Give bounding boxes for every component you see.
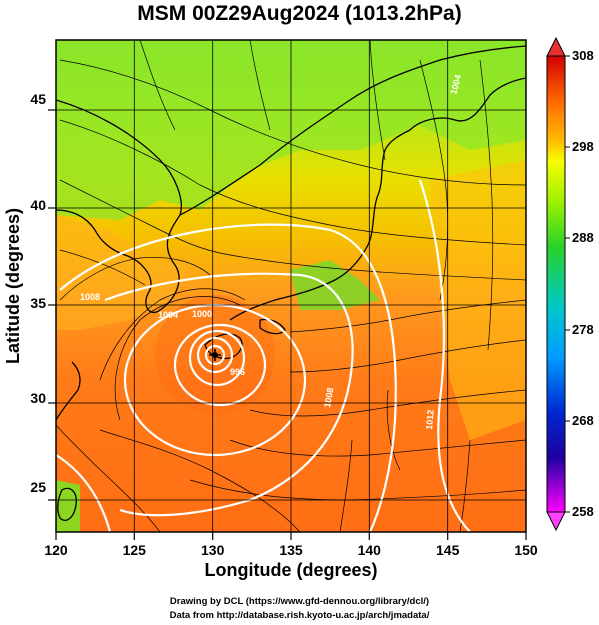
- x-tick-label: 140: [358, 542, 382, 558]
- x-tick-label: 120: [44, 542, 68, 558]
- y-tick-marks: [48, 109, 56, 501]
- x-tick-label: 130: [201, 542, 225, 558]
- x-tick-labels: 120 125 130 135 140 145 150: [44, 542, 538, 558]
- y-axis-title: Latitude (degrees): [3, 208, 23, 364]
- y-tick-label: 25: [30, 479, 46, 495]
- x-tick-marks: [55, 532, 527, 540]
- map-title: MSM 00Z29Aug2024 (1013.2hPa): [137, 2, 462, 25]
- isobar-label: 1008: [80, 292, 100, 302]
- x-tick-label: 135: [279, 542, 303, 558]
- typhoon-center-icon: [209, 349, 221, 361]
- isobar-label: 996: [230, 367, 245, 377]
- coastlines: [56, 45, 526, 521]
- colorbar-tick-label: 268: [572, 413, 594, 428]
- y-tick-label: 30: [30, 390, 46, 406]
- x-axis-title: Longitude (degrees): [204, 560, 377, 580]
- y-tick-label: 45: [30, 91, 46, 107]
- x-tick-label: 150: [514, 542, 538, 558]
- map-gridlines: [56, 40, 526, 532]
- colorbar-tick-label: 308: [572, 48, 594, 63]
- colorbar-tick-label: 278: [572, 322, 594, 337]
- colorbar-min-triangle-icon: [546, 511, 566, 532]
- streamlines: [56, 40, 526, 532]
- isobar-label: 1004: [158, 310, 178, 320]
- x-tick-label: 125: [123, 542, 147, 558]
- colorbar-tick-label: 258: [572, 504, 594, 519]
- colorbar-max-triangle-icon: [546, 36, 566, 57]
- x-tick-label: 145: [436, 542, 460, 558]
- isobar-label: 1000: [192, 309, 212, 319]
- colorbar-tick-label: 298: [572, 139, 594, 154]
- isobars: [56, 179, 471, 532]
- credit-line-drawing: Drawing by DCL (https://www.gfd-dennou.o…: [169, 596, 430, 607]
- y-tick-labels: 45 40 35 30 25: [30, 91, 46, 495]
- credit-line-data: Data from http://database.rish.kyoto-u.a…: [169, 610, 430, 621]
- y-tick-label: 40: [30, 197, 46, 213]
- isobar-label: 1012: [424, 409, 436, 430]
- colorbar-tick-label: 288: [572, 230, 594, 245]
- y-tick-label: 35: [30, 295, 46, 311]
- colorbar: 308 298 288 278 268 258: [546, 36, 594, 532]
